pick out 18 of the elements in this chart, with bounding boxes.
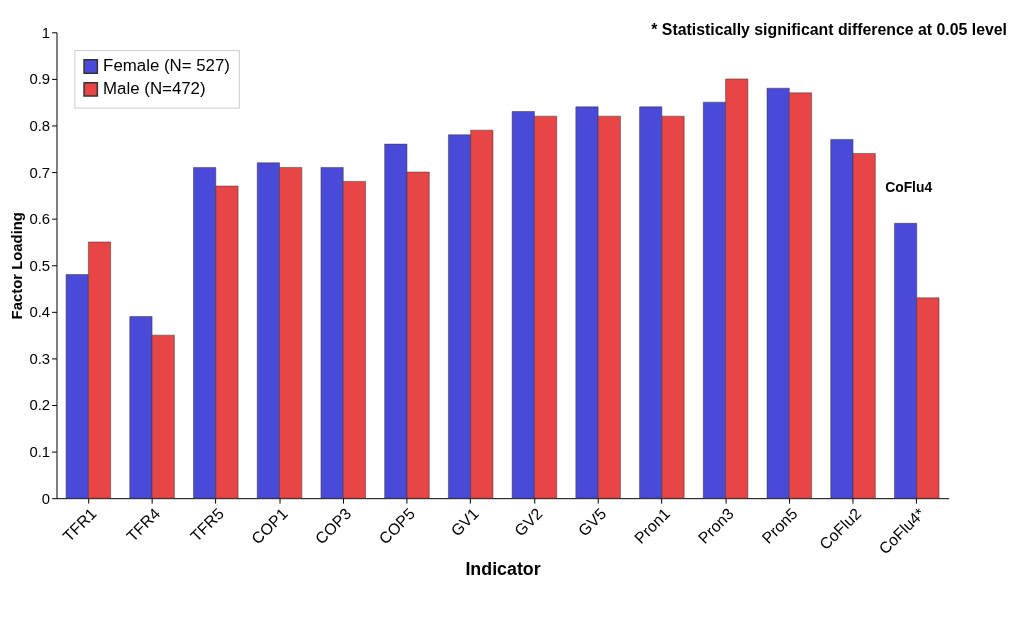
y-axis-title: Factor Loading (9, 212, 26, 320)
y-tick-label: 0.3 (29, 350, 51, 367)
y-tick-label: 0.9 (29, 71, 51, 88)
y-tick-label: 0.1 (29, 444, 51, 461)
annotation: CoFlu4 (885, 178, 933, 195)
legend-label: Female (N= 527) (103, 56, 230, 76)
y-tick-label: 0.4 (29, 304, 51, 321)
x-axis-title: Indicator (465, 559, 541, 580)
y-tick-label: 0 (41, 490, 51, 507)
y-tick-label: 0.2 (29, 397, 51, 414)
y-tick-label: 1 (41, 24, 51, 41)
x-tick-label: GV1 (447, 504, 483, 540)
y-tick-label: 0.6 (29, 211, 51, 228)
y-tick-label: 0.8 (29, 117, 51, 134)
annotation: * Statistically significant difference at 0.05 level (651, 21, 1007, 39)
legend-label: Male (N=472) (103, 79, 206, 99)
y-tick-label: 0.7 (29, 164, 51, 181)
y-tick-label: 0.5 (29, 257, 51, 274)
